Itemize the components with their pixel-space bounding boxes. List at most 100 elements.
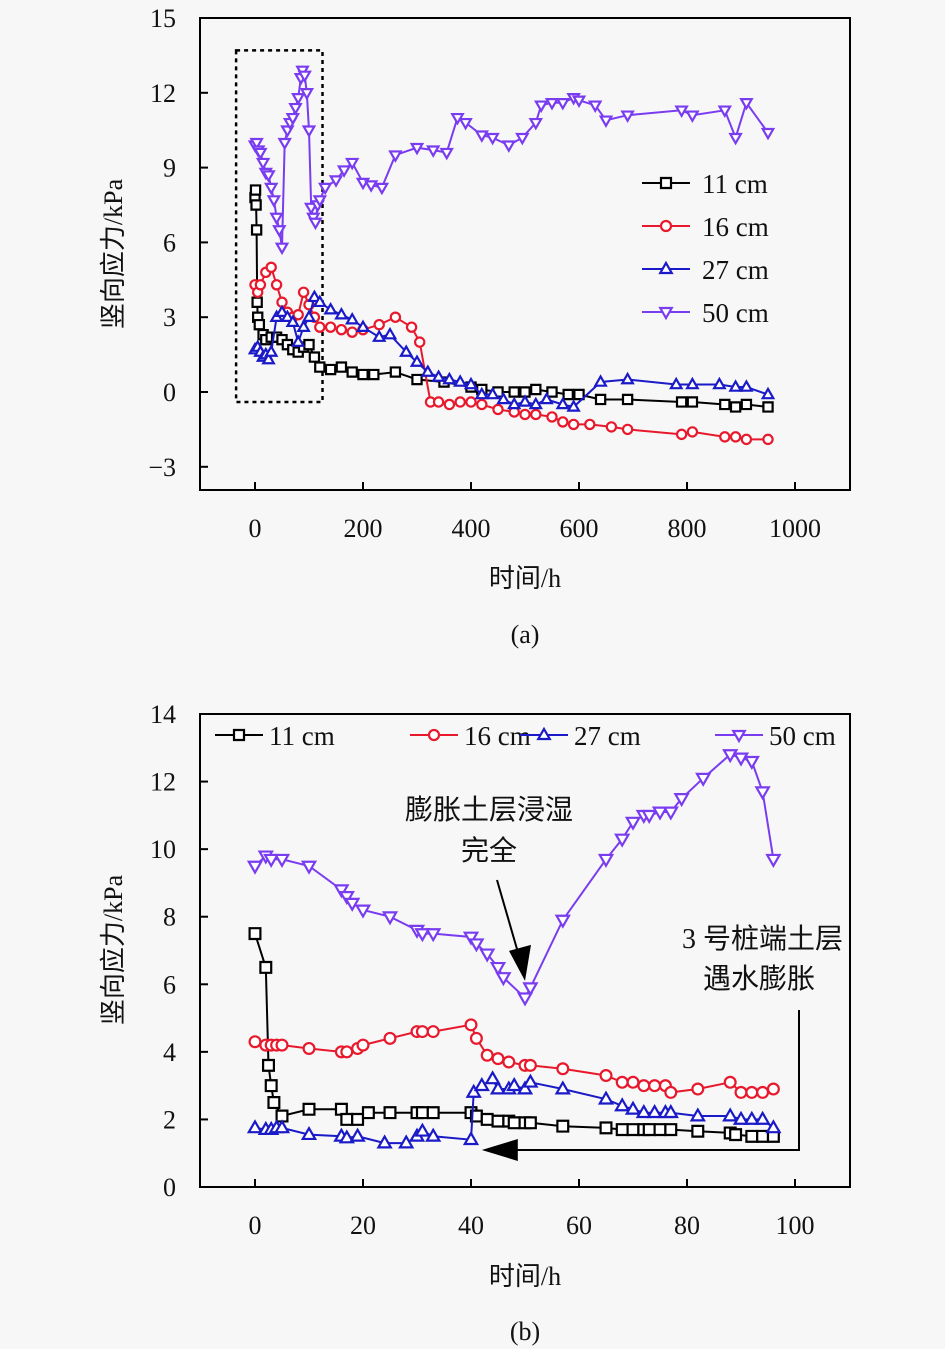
data-point	[246, 860, 264, 875]
data-point	[729, 1128, 743, 1142]
data-point	[302, 1102, 316, 1116]
data-point	[539, 391, 554, 405]
data-point	[517, 394, 533, 407]
data-point	[249, 184, 262, 196]
y-axis-title-b: 竖向应力/kPa	[99, 874, 128, 1025]
legend-marker	[658, 306, 674, 321]
data-point	[479, 948, 496, 963]
data-point	[251, 296, 263, 308]
highlight-box	[234, 49, 324, 404]
legend-marker	[427, 728, 441, 742]
data-point	[508, 386, 520, 398]
data-point	[766, 1082, 780, 1096]
y-tick-label: 14	[150, 700, 176, 729]
legend-item: 50 cm	[642, 298, 769, 328]
data-point	[303, 338, 315, 351]
data-point	[261, 170, 276, 183]
data-point	[314, 321, 326, 333]
data-point	[626, 1123, 640, 1137]
data-point	[621, 393, 634, 406]
data-point	[426, 145, 441, 158]
data-point	[272, 225, 287, 238]
data-point	[465, 396, 477, 408]
data-point	[722, 1107, 739, 1122]
data-point	[363, 180, 379, 193]
data-point	[686, 426, 699, 438]
data-point	[651, 806, 669, 821]
data-point	[474, 386, 489, 400]
data-point	[740, 433, 753, 446]
data-point	[264, 344, 279, 357]
legend-label: 50 cm	[702, 298, 769, 328]
data-point	[263, 853, 280, 868]
data-point	[485, 132, 500, 146]
data-point	[254, 279, 267, 291]
data-point	[361, 1106, 375, 1120]
data-point	[605, 421, 618, 433]
data-point	[648, 1079, 662, 1093]
y-tick-label: 2	[163, 1105, 176, 1134]
data-point	[734, 1085, 748, 1099]
data-point	[474, 130, 489, 143]
data-point	[519, 386, 531, 398]
data-point	[729, 431, 742, 443]
data-point	[597, 1090, 615, 1105]
data-point	[349, 1127, 366, 1142]
data-point	[338, 1129, 355, 1144]
data-point	[598, 115, 614, 128]
y-axis-title-a: 竖向应力/kPa	[99, 178, 128, 329]
data-point	[740, 398, 753, 411]
data-point	[292, 309, 304, 321]
data-point	[426, 1106, 440, 1120]
data-point	[432, 396, 445, 408]
legend-label: 16 cm	[464, 721, 531, 751]
x-tick-label: 40	[458, 1211, 484, 1240]
data-point	[297, 70, 312, 84]
data-point	[522, 1073, 539, 1088]
data-point	[615, 1123, 629, 1137]
data-point	[739, 379, 754, 392]
data-point	[373, 318, 385, 331]
data-point	[522, 982, 539, 997]
data-point	[376, 1134, 393, 1149]
data-point	[719, 398, 731, 411]
series-27-cm	[247, 289, 776, 412]
y-tick-label: 6	[163, 228, 176, 257]
data-point	[299, 88, 315, 101]
annotation-text: 膨胀土层浸湿	[405, 794, 573, 826]
data-point	[275, 1109, 289, 1123]
legend-item: 27 cm	[642, 255, 769, 285]
data-point	[285, 112, 300, 126]
data-point	[273, 853, 291, 868]
data-point	[695, 772, 712, 787]
data-point	[374, 182, 390, 196]
data-point	[555, 97, 570, 111]
data-point	[335, 361, 348, 373]
data-point	[599, 1121, 613, 1135]
data-point	[473, 1076, 490, 1092]
data-point	[307, 289, 322, 303]
data-point	[344, 897, 361, 912]
data-point	[662, 1103, 679, 1119]
data-point	[597, 853, 615, 868]
x-axis-title-a: 时间/h	[489, 564, 561, 593]
series-50-cm	[246, 749, 782, 1007]
data-point	[523, 1058, 537, 1072]
data-point	[620, 110, 635, 123]
data-point	[308, 351, 321, 363]
data-point	[723, 1075, 737, 1089]
axes-a: 0 200 400 600 800 1000 −3 0 3 6 9 12 15	[148, 4, 821, 543]
series-50-cm	[247, 65, 776, 256]
data-point	[291, 93, 306, 106]
data-point	[556, 1062, 570, 1076]
data-point	[335, 323, 348, 336]
data-point	[642, 1123, 656, 1137]
data-point	[689, 1107, 706, 1122]
data-point	[507, 1116, 521, 1130]
data-point	[614, 1097, 631, 1112]
data-point	[383, 1031, 397, 1045]
data-point	[588, 100, 603, 113]
data-point	[312, 195, 327, 208]
data-point	[501, 140, 516, 153]
